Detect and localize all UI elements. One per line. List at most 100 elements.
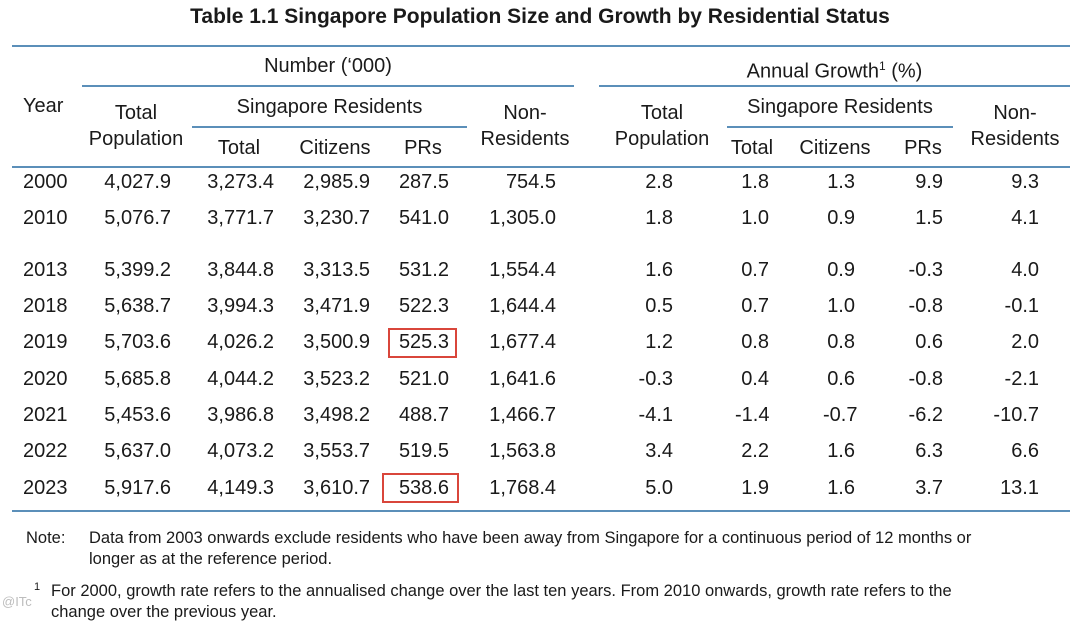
note-text-line2: longer as at the reference period.: [89, 550, 333, 568]
cell-total-population: 5,685.8: [104, 368, 171, 390]
header-growth-singapore-residents: Singapore Residents: [747, 96, 933, 118]
cell-prs: 287.5: [398, 171, 449, 193]
note-text-line1: Data from 2003 onwards exclude residents…: [89, 529, 972, 547]
footnote-text-line2: change over the previous year.: [51, 603, 277, 621]
cell-growth-non-residents: 6.6: [1011, 440, 1039, 462]
cell-growth-non-residents: 4.0: [1011, 259, 1039, 281]
cell-growth-residents-total: 1.9: [741, 477, 769, 499]
header-growth-non-residents-line2: Residents: [970, 128, 1060, 150]
footnote-text-line1: For 2000, growth rate refers to the annu…: [51, 582, 952, 600]
cell-citizens: 3,610.7: [303, 477, 370, 499]
cell-growth-prs: 3.7: [915, 477, 943, 499]
cell-growth-citizens: 1.6: [827, 477, 855, 499]
cell-non-residents: 754.5: [505, 171, 556, 193]
cell-growth-prs: 6.3: [915, 440, 943, 462]
header-citizens: Citizens: [299, 137, 371, 159]
cell-citizens: 3,498.2: [303, 404, 370, 426]
table-title: Table 1.1 Singapore Population Size and …: [190, 5, 890, 28]
cell-non-residents: 1,554.4: [489, 259, 556, 281]
cell-prs: 488.7: [398, 404, 449, 426]
header-sub-total: Total: [217, 137, 261, 159]
cell-growth-prs: -6.2: [908, 404, 943, 426]
cell-residents-total: 3,273.4: [207, 171, 274, 193]
cell-growth-citizens: -0.7: [823, 404, 858, 426]
cell-year: 2022: [23, 440, 68, 462]
highlight-box-2023-prs: [382, 473, 459, 503]
cell-non-residents: 1,768.4: [489, 477, 556, 499]
cell-non-residents: 1,677.4: [489, 331, 556, 353]
cell-growth-residents-total: 0.4: [741, 368, 769, 390]
cell-growth-total-population: 5.0: [645, 477, 673, 499]
cell-growth-residents-total: 0.7: [741, 295, 769, 317]
cell-year: 2013: [23, 259, 68, 281]
cell-growth-prs: -0.8: [908, 368, 943, 390]
cell-growth-non-residents: 2.0: [1011, 331, 1039, 353]
cell-growth-citizens: 1.0: [827, 295, 855, 317]
header-prs: PRs: [404, 137, 442, 159]
header-non-residents-line2: Residents: [480, 128, 570, 150]
cell-total-population: 5,399.2: [104, 259, 171, 281]
cell-growth-total-population: 1.8: [645, 207, 673, 229]
cell-growth-residents-total: 1.0: [741, 207, 769, 229]
header-bottom-rule: [12, 166, 1070, 168]
cell-growth-prs: -0.3: [908, 259, 943, 281]
cell-year: 2023: [23, 477, 68, 499]
cell-growth-prs: 1.5: [915, 207, 943, 229]
cell-residents-total: 4,026.2: [207, 331, 274, 353]
cell-prs: 522.3: [398, 295, 449, 317]
cell-prs: 531.2: [398, 259, 449, 281]
header-number-group: Number (‘000): [264, 55, 392, 77]
cell-growth-prs: -0.8: [908, 295, 943, 317]
header-growth-sub-total: Total: [730, 137, 774, 159]
cell-growth-non-residents: 13.1: [1000, 477, 1039, 499]
footnote-mark: 1: [34, 581, 41, 593]
highlight-box-2019-prs: [388, 328, 457, 358]
header-growth-citizens: Citizens: [799, 137, 871, 159]
cell-residents-total: 3,986.8: [207, 404, 274, 426]
cell-growth-citizens: 0.8: [827, 331, 855, 353]
growth-label: Annual Growth: [746, 60, 879, 83]
cell-non-residents: 1,466.7: [489, 404, 556, 426]
cell-growth-citizens: 0.9: [827, 207, 855, 229]
cell-growth-residents-total: 0.8: [741, 331, 769, 353]
cell-growth-citizens: 1.6: [827, 440, 855, 462]
cell-total-population: 5,703.6: [104, 331, 171, 353]
cell-prs: 538.6: [398, 477, 449, 499]
cell-growth-total-population: 0.5: [645, 295, 673, 317]
cell-prs: 541.0: [398, 207, 449, 229]
header-growth-non-residents-line1: Non-: [993, 102, 1037, 124]
cell-year: 2021: [23, 404, 68, 426]
cell-non-residents: 1,305.0: [489, 207, 556, 229]
cell-growth-residents-total: 0.7: [741, 259, 769, 281]
header-total-population-line1: Total: [114, 102, 158, 124]
cell-year: 2019: [23, 331, 68, 353]
cell-growth-total-population: 3.4: [645, 440, 673, 462]
cell-citizens: 3,230.7: [303, 207, 370, 229]
cell-growth-non-residents: -10.7: [993, 404, 1039, 426]
watermark: @ITc: [2, 594, 32, 609]
growth-footnote-mark: 1: [878, 59, 886, 73]
cell-total-population: 5,638.7: [104, 295, 171, 317]
cell-growth-prs: 0.6: [915, 331, 943, 353]
cell-residents-total: 3,994.3: [207, 295, 274, 317]
cell-growth-residents-total: 2.2: [741, 440, 769, 462]
cell-citizens: 3,523.2: [303, 368, 370, 390]
cell-non-residents: 1,641.6: [489, 368, 556, 390]
growth-unit: (%): [885, 60, 923, 83]
cell-citizens: 3,500.9: [303, 331, 370, 353]
cell-year: 2010: [23, 207, 68, 229]
header-non-residents-line1: Non-: [503, 102, 547, 124]
cell-residents-total: 4,073.2: [207, 440, 274, 462]
header-growth-total-population-line2: Population: [614, 128, 710, 150]
cell-growth-non-residents: 9.3: [1011, 171, 1039, 193]
header-year: Year: [23, 95, 64, 117]
cell-growth-total-population: 1.6: [645, 259, 673, 281]
cell-total-population: 5,917.6: [104, 477, 171, 499]
cell-prs: 519.5: [398, 440, 449, 462]
residents-rule-number: [192, 126, 467, 128]
cell-residents-total: 3,844.8: [207, 259, 274, 281]
header-singapore-residents: Singapore Residents: [236, 96, 423, 118]
cell-growth-citizens: 1.3: [827, 171, 855, 193]
residents-rule-growth: [727, 126, 953, 128]
cell-growth-total-population: -0.3: [638, 368, 673, 390]
